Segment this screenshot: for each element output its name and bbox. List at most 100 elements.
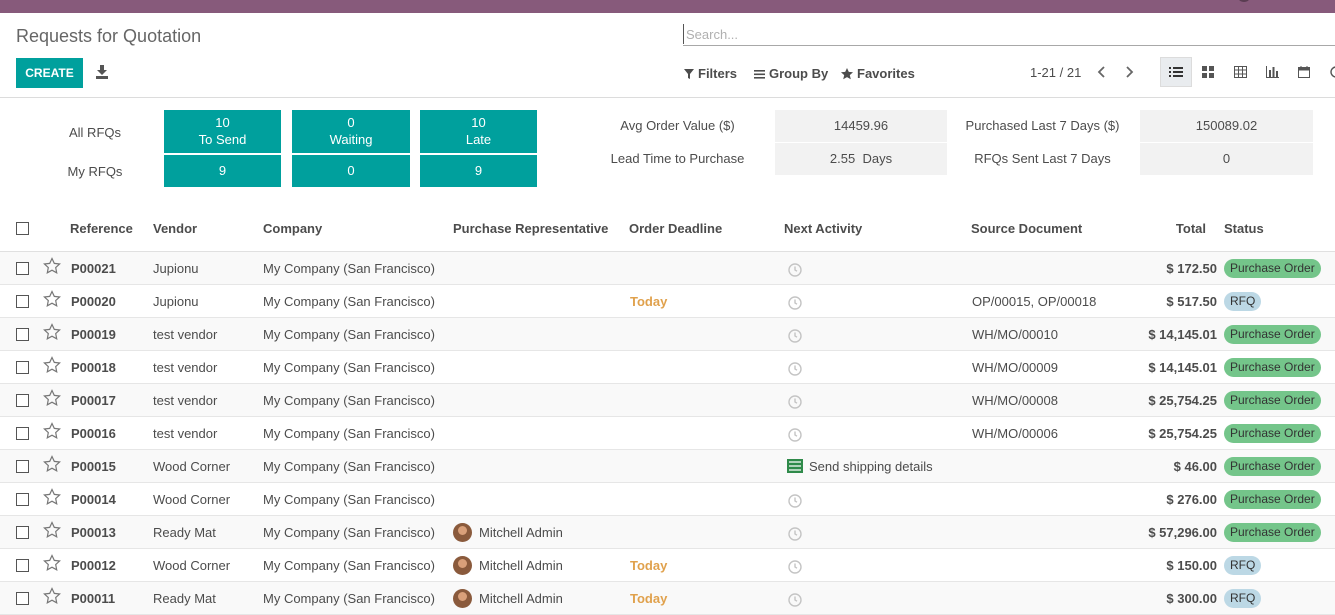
- table-row[interactable]: P00017 test vendor My Company (San Francis…: [0, 384, 1335, 417]
- row-checkbox[interactable]: [16, 328, 29, 341]
- star-icon[interactable]: [43, 290, 61, 308]
- table-row[interactable]: P00012 Wood Corner My Company (San Francis…: [0, 549, 1335, 582]
- col-activity[interactable]: Next Activity: [784, 221, 863, 236]
- clock-icon[interactable]: [788, 494, 802, 508]
- row-deadline: Today: [630, 591, 668, 606]
- tile-to-send-all[interactable]: 10 To Send: [164, 110, 281, 153]
- col-company[interactable]: Company: [263, 221, 323, 236]
- status-badge: Purchase Order: [1224, 259, 1321, 278]
- user-menu-icon[interactable]: [1239, 0, 1249, 2]
- table-row[interactable]: P00013 Ready Mat My Company (San Francisco…: [0, 516, 1335, 549]
- chevron-right-icon[interactable]: [1123, 65, 1135, 79]
- download-icon[interactable]: [96, 65, 108, 79]
- star-icon[interactable]: [43, 455, 61, 473]
- filters-label: Filters: [698, 66, 738, 81]
- col-total[interactable]: Total: [1175, 221, 1206, 236]
- row-checkbox[interactable]: [16, 493, 29, 506]
- activity-email-icon[interactable]: [787, 459, 803, 473]
- row-reference: P00011: [71, 591, 116, 606]
- star-icon[interactable]: [43, 257, 61, 275]
- row-checkbox[interactable]: [16, 295, 29, 308]
- row-company: My Company (San Francisco): [263, 360, 435, 375]
- chevron-left-icon[interactable]: [1096, 65, 1108, 79]
- row-checkbox[interactable]: [16, 262, 29, 275]
- pager-value[interactable]: 1-21 / 21: [1030, 65, 1082, 80]
- star-icon[interactable]: [43, 488, 61, 506]
- tile-to-send-mine[interactable]: 9: [164, 155, 281, 187]
- table-row[interactable]: P00011 Ready Mat My Company (San Francisco…: [0, 582, 1335, 615]
- status-badge: RFQ: [1224, 556, 1262, 575]
- clock-icon[interactable]: [788, 362, 802, 376]
- tile-late-all[interactable]: 10 Late: [420, 110, 537, 153]
- star-icon[interactable]: [43, 554, 61, 572]
- row-activity[interactable]: Send shipping details: [809, 459, 933, 474]
- filters-button[interactable]: Filters: [684, 66, 737, 81]
- col-reference[interactable]: Reference: [70, 221, 133, 236]
- graph-view-button[interactable]: [1256, 57, 1288, 87]
- list-view-button[interactable]: [1160, 57, 1192, 87]
- clock-icon[interactable]: [788, 428, 802, 442]
- star-icon[interactable]: [43, 521, 61, 539]
- row-total: $ 14,145.01: [1148, 360, 1217, 375]
- table-row[interactable]: P00018 test vendor My Company (San Francis…: [0, 351, 1335, 384]
- kanban-view-button[interactable]: [1192, 57, 1224, 87]
- row-checkbox[interactable]: [16, 427, 29, 440]
- row-total: $ 517.50: [1166, 294, 1217, 309]
- search-input[interactable]: [683, 24, 1335, 44]
- row-vendor: test vendor: [153, 426, 218, 441]
- clock-icon[interactable]: [788, 395, 802, 409]
- star-icon[interactable]: [43, 323, 61, 341]
- groupby-button[interactable]: Group By: [754, 66, 828, 81]
- tile-waiting-all[interactable]: 0 Waiting: [292, 110, 410, 153]
- col-source[interactable]: Source Document: [971, 221, 1083, 236]
- col-deadline[interactable]: Order Deadline: [629, 221, 723, 236]
- star-icon[interactable]: [43, 356, 61, 374]
- tile-waiting-mine[interactable]: 0: [292, 155, 410, 187]
- row-checkbox[interactable]: [16, 460, 29, 473]
- pivot-view-button[interactable]: [1224, 57, 1256, 87]
- row-reference: P00013: [71, 525, 116, 540]
- table-row[interactable]: P00014 Wood Corner My Company (San Francis…: [0, 483, 1335, 516]
- row-checkbox[interactable]: [16, 526, 29, 539]
- row-reference: P00012: [71, 558, 116, 573]
- row-checkbox[interactable]: [16, 592, 29, 605]
- row-vendor: Wood Corner: [153, 492, 231, 507]
- clock-icon[interactable]: [788, 527, 802, 541]
- star-icon[interactable]: [43, 422, 61, 440]
- row-checkbox[interactable]: [16, 394, 29, 407]
- table-row[interactable]: P00021 Jupionu My Company (San Francisco) $…: [0, 252, 1335, 285]
- calendar-view-icon: [1298, 66, 1310, 78]
- row-checkbox[interactable]: [16, 559, 29, 572]
- col-vendor[interactable]: Vendor: [153, 221, 198, 236]
- col-status[interactable]: Status: [1224, 221, 1264, 236]
- tile-late-mine[interactable]: 9: [420, 155, 537, 187]
- clock-icon[interactable]: [788, 593, 802, 607]
- select-all-checkbox[interactable]: [16, 222, 29, 235]
- calendar-view-button[interactable]: [1288, 57, 1320, 87]
- all-rfqs-label: All RFQs: [69, 125, 121, 140]
- table-row[interactable]: P00020 Jupionu My Company (San Francisco) T…: [0, 285, 1335, 318]
- row-vendor: Jupionu: [153, 294, 199, 309]
- clock-icon[interactable]: [788, 329, 802, 343]
- clock-icon[interactable]: [788, 296, 802, 310]
- activity-view-button[interactable]: [1320, 57, 1335, 87]
- row-checkbox[interactable]: [16, 361, 29, 374]
- table-row[interactable]: P00016 test vendor My Company (San Francis…: [0, 417, 1335, 450]
- row-reference: P00014: [71, 492, 116, 507]
- col-rep[interactable]: Purchase Representative: [453, 221, 609, 236]
- row-reference: P00018: [71, 360, 116, 375]
- table-row[interactable]: P00015 Wood Corner My Company (San Francis…: [0, 450, 1335, 483]
- clock-icon[interactable]: [788, 263, 802, 277]
- table-row[interactable]: P00019 test vendor My Company (San Francis…: [0, 318, 1335, 351]
- create-button[interactable]: CREATE: [16, 58, 83, 88]
- status-badge: RFQ: [1224, 589, 1262, 608]
- star-icon[interactable]: [43, 587, 61, 605]
- favorites-button[interactable]: Favorites: [841, 66, 915, 81]
- list-view-icon: [1169, 67, 1183, 77]
- row-vendor: Ready Mat: [153, 525, 216, 540]
- row-vendor: test vendor: [153, 393, 218, 408]
- status-badge: RFQ: [1224, 292, 1262, 311]
- star-icon[interactable]: [43, 389, 61, 407]
- clock-icon[interactable]: [788, 560, 802, 574]
- row-total: $ 25,754.25: [1148, 393, 1217, 408]
